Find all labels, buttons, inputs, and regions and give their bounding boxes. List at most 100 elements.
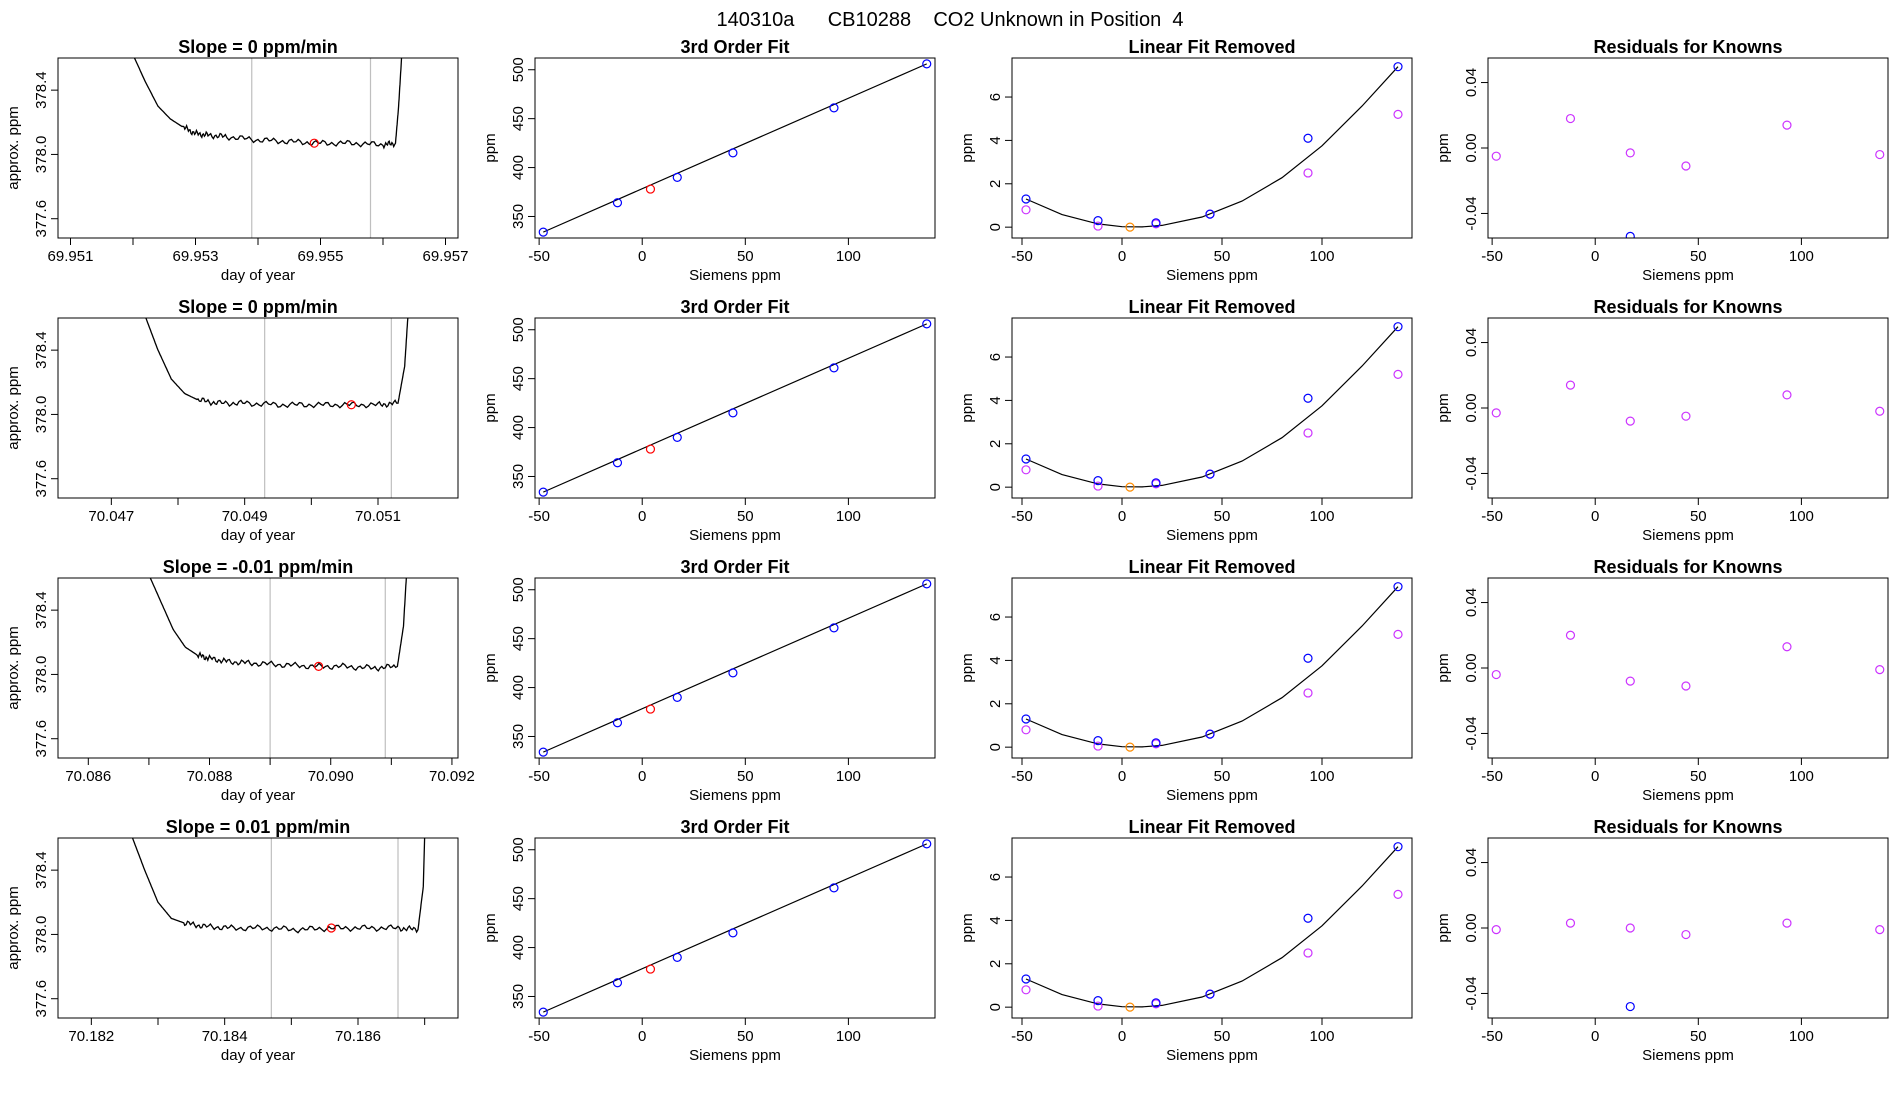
ppm-trace-line (149, 578, 407, 672)
panel-title: Linear Fit Removed (1128, 297, 1295, 317)
plot-frame (1487, 837, 1889, 1019)
panel-title: Linear Fit Removed (1128, 37, 1295, 57)
x-tick-label: 50 (1690, 1028, 1707, 1045)
unknown-zero-point (1125, 742, 1135, 752)
x-tick-label: 50 (737, 768, 754, 785)
residual-fit-curve (1025, 846, 1399, 1008)
y-tick-label: 400 (510, 935, 527, 960)
x-tick-label: 0 (638, 508, 646, 525)
y-tick-label: 378.4 (33, 71, 50, 109)
unknown-mean-point (309, 138, 319, 148)
x-tick-label: 0 (1591, 768, 1599, 785)
unknown-mean-point (314, 661, 324, 671)
x-axis-label: Siemens ppm (689, 787, 781, 804)
panel-linear_removed-row-3: Linear Fit Removed -50 0 50 100 0 2 4 6 Siemens p… (959, 817, 1413, 1064)
y-tick-label: 500 (510, 837, 527, 862)
raw-point (1393, 369, 1403, 379)
unknown-zero-point (1125, 1002, 1135, 1012)
known-point (1393, 842, 1403, 852)
x-tick-label: 69.955 (298, 248, 344, 265)
x-tick-label: 70.051 (355, 508, 401, 525)
residual-point (1782, 120, 1792, 130)
y-axis-label: ppm (482, 653, 499, 682)
y-axis-label: ppm (1435, 913, 1452, 942)
x-tick-label: 0 (1118, 768, 1126, 785)
panel-residuals-row-0: Residuals for Knowns -50 0 50 100 -0.04 0.00 0.… (1435, 37, 1889, 284)
x-axis-label: day of year (221, 1047, 295, 1064)
x-axis-label: Siemens ppm (1642, 787, 1734, 804)
x-tick-label: 69.951 (48, 248, 94, 265)
x-tick-label: 70.088 (187, 768, 233, 785)
y-tick-label: 6 (987, 613, 1004, 621)
fit-line (543, 843, 927, 1013)
residual-point (1565, 630, 1576, 640)
x-tick-label: 70.092 (429, 768, 475, 785)
known-point (1205, 989, 1215, 999)
y-tick-label: 0.00 (1463, 913, 1480, 942)
x-tick-label: -50 (528, 1028, 550, 1045)
plot-frame (1011, 577, 1413, 759)
residual-fit-curve (1025, 66, 1399, 228)
y-tick-label: 2 (987, 960, 1004, 968)
y-tick-label: 378.0 (33, 396, 50, 434)
plot-frame (534, 837, 936, 1019)
y-axis-label: ppm (482, 393, 499, 422)
known-standard-point (672, 952, 682, 962)
plot-frame (1487, 57, 1889, 239)
unknown-zero-point (1125, 482, 1135, 492)
x-tick-label: 70.090 (308, 768, 354, 785)
raw-point (1021, 205, 1031, 215)
y-axis-label: approx. ppm (5, 106, 22, 189)
panel-title: 3rd Order Fit (680, 297, 789, 317)
plot-area (538, 319, 932, 497)
x-tick-label: 0 (1118, 248, 1126, 265)
known-point (1093, 736, 1103, 746)
known-standard-point (538, 747, 548, 757)
y-tick-label: 377.6 (33, 200, 50, 238)
panel-residuals-row-1: Residuals for Knowns -50 0 50 100 -0.04 0.00 0.… (1435, 297, 1889, 544)
known-standard-point (612, 458, 623, 468)
plot-frame (57, 837, 459, 1019)
fit-line (543, 323, 927, 493)
panel-trace-row-2: Slope = -0.01 ppm/min 70.086 70.088 70.090 7… (5, 557, 475, 804)
panel-trace-row-1: Slope = 0 ppm/min 70.047 70.049 70.051 377.6… (5, 297, 459, 544)
x-tick-label: 70.182 (68, 1028, 114, 1045)
residual-point (1491, 925, 1501, 935)
plot-area (1491, 380, 1885, 426)
x-tick-label: 0 (1591, 248, 1599, 265)
panel-title: Residuals for Knowns (1593, 817, 1782, 837)
x-tick-label: 69.953 (173, 248, 219, 265)
known-standard-point (728, 668, 738, 678)
y-axis-label: ppm (1435, 393, 1452, 422)
known-point (1093, 996, 1103, 1006)
raw-point (1303, 688, 1313, 698)
plot-area (538, 579, 932, 757)
plot-area (1021, 582, 1403, 752)
residual-point (1782, 918, 1792, 928)
panel-title: Slope = 0 ppm/min (178, 37, 338, 57)
panel-title: Residuals for Knowns (1593, 37, 1782, 57)
x-axis-label: Siemens ppm (1166, 787, 1258, 804)
y-axis-label: approx. ppm (5, 366, 22, 449)
x-tick-label: 50 (1690, 768, 1707, 785)
x-tick-label: 70.047 (88, 508, 134, 525)
y-tick-label: 500 (510, 57, 527, 82)
x-tick-label: -50 (1011, 248, 1033, 265)
known-standard-point (922, 579, 932, 589)
y-tick-label: 400 (510, 155, 527, 180)
y-tick-label: 0.04 (1463, 588, 1480, 617)
panel-title: Slope = 0.01 ppm/min (166, 817, 351, 837)
known-standard-point (612, 198, 623, 208)
y-tick-label: -0.04 (1463, 196, 1480, 230)
known-point (1205, 209, 1215, 219)
y-tick-label: 500 (510, 317, 527, 342)
y-tick-label: 0 (987, 223, 1004, 231)
panel-linear_removed-row-1: Linear Fit Removed -50 0 50 100 0 2 4 6 Siemens p… (959, 297, 1413, 544)
panel-title: Linear Fit Removed (1128, 817, 1295, 837)
y-tick-label: -0.04 (1463, 976, 1480, 1010)
x-axis-label: Siemens ppm (689, 1047, 781, 1064)
x-tick-label: 50 (1214, 768, 1231, 785)
x-tick-label: 50 (1690, 508, 1707, 525)
unknown-mean-point (326, 923, 336, 933)
x-tick-label: 50 (1214, 508, 1231, 525)
